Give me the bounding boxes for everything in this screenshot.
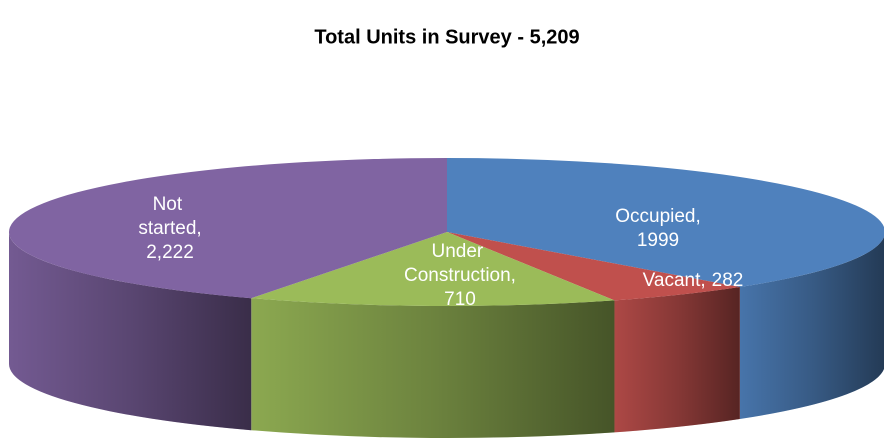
- slice-side-shade: [9, 232, 252, 431]
- data-label-category: Vacant,: [643, 270, 706, 291]
- pie-tops: [8, 158, 884, 307]
- data-label-value: 282: [712, 270, 744, 291]
- data-label-category: Under Construction,: [404, 241, 516, 286]
- data-label: Vacant, 282: [643, 270, 744, 291]
- pie-sides: [9, 232, 884, 438]
- slice-side-shade: [614, 287, 740, 433]
- slice-side-shade: [251, 298, 615, 438]
- data-label-value: 2,222: [146, 242, 194, 263]
- slice: [251, 232, 615, 307]
- data-label-value: 1999: [637, 230, 679, 251]
- data-label-category: Not started,: [138, 194, 201, 239]
- data-label-value: 710: [444, 289, 476, 310]
- data-label-category: Occupied,: [615, 206, 701, 227]
- slice: [447, 232, 740, 301]
- slice: [447, 158, 884, 288]
- chart-title: Total Units in Survey - 5,209: [314, 26, 579, 48]
- slice: [8, 158, 447, 299]
- slice-side-shade: [739, 236, 884, 420]
- data-labels: Occupied, 1999 Vacant, 282 Under Constructio…: [138, 194, 743, 310]
